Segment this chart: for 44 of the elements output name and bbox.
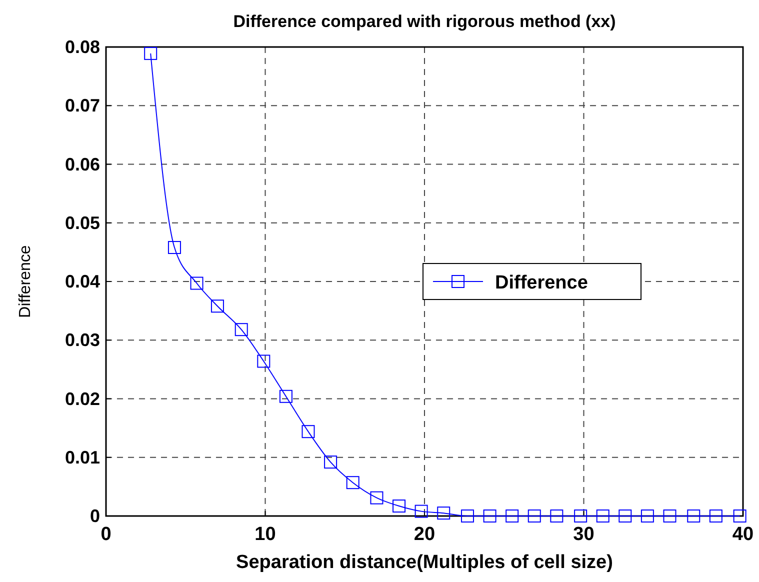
y-tick-label: 0.04 [64, 272, 100, 292]
x-tick-label: 40 [732, 524, 754, 545]
x-tick-label: 30 [573, 524, 594, 545]
x-axis-title: Separation distance(Multiples of cell size) [236, 552, 613, 573]
point [460, 510, 474, 522]
point [733, 510, 746, 522]
point [640, 510, 654, 522]
point [687, 510, 700, 522]
point [574, 510, 588, 522]
y-tick-label: 0.03 [64, 330, 100, 350]
point [663, 510, 676, 522]
point [190, 276, 204, 290]
point [144, 46, 158, 60]
point [324, 456, 338, 469]
point [483, 510, 496, 522]
point [346, 476, 360, 490]
point [257, 354, 270, 368]
y-tick-label: 0.07 [64, 96, 100, 116]
y-tick-label: 0.05 [64, 212, 100, 233]
point [302, 425, 315, 438]
y-tick-label: 0.08 [64, 37, 100, 57]
y-tick-label: 0.06 [64, 154, 100, 174]
legend-label: Difference [495, 272, 588, 294]
x-tick-label: 10 [254, 524, 276, 545]
point [234, 323, 248, 336]
point [618, 510, 632, 522]
point [709, 510, 722, 522]
point [210, 300, 224, 313]
y-tick-label: 0.01 [64, 447, 100, 468]
x-tick-label: 20 [414, 524, 436, 545]
point [392, 500, 406, 513]
point [528, 510, 541, 522]
point [550, 510, 564, 522]
point [370, 491, 384, 504]
point [596, 510, 610, 522]
chart-title: Difference compared with rigorous method (xx) [233, 12, 616, 31]
y-axis-title: Difference [17, 245, 34, 318]
point [168, 240, 181, 254]
point [414, 504, 428, 518]
point [506, 510, 519, 522]
y-tick-label: 0 [90, 506, 100, 526]
point [279, 390, 292, 403]
y-tick-label: 0.02 [64, 388, 100, 409]
point [437, 506, 450, 520]
